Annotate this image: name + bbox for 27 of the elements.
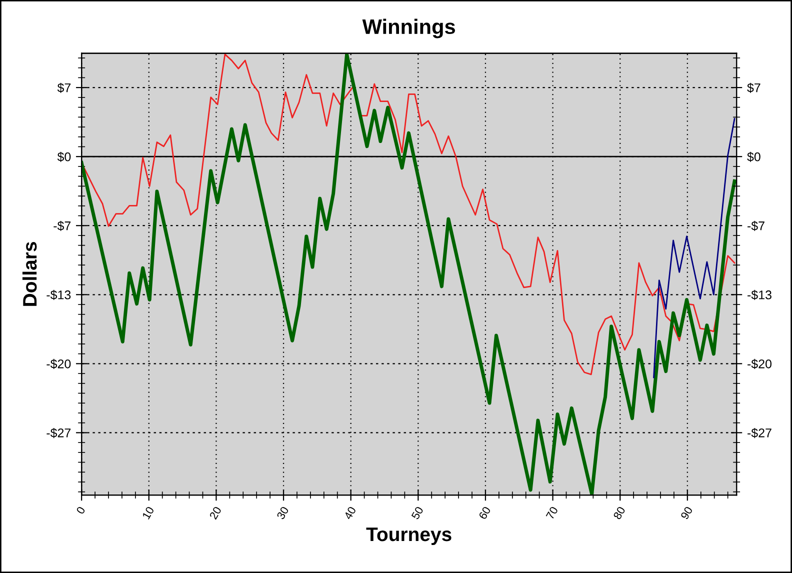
x-tick-label: 70	[546, 506, 558, 520]
y-axis-title: Dollars	[22, 242, 37, 306]
y2-tick-label: -$13	[748, 290, 772, 300]
y-tick-label: $7	[57, 82, 71, 93]
x-tick-label: 10	[142, 506, 154, 520]
y2-tick-label: -$7	[748, 220, 764, 231]
y-tick-label: -$20	[46, 358, 71, 370]
x-tick-label: 90	[680, 506, 693, 520]
y2-tick-label: $0	[747, 152, 760, 162]
y-tick-label: -$27	[46, 428, 71, 438]
x-tick-label: 40	[344, 506, 356, 520]
y-tick-label: -$7	[54, 220, 71, 231]
y-tick-label: $0	[57, 152, 71, 162]
chart-title: Winnings	[362, 18, 455, 38]
y2-tick-label: -$20	[748, 358, 772, 370]
x-tick-label: 50	[411, 506, 424, 520]
x-tick-label: 0	[76, 506, 86, 515]
line-series	[653, 118, 736, 378]
x-axis-title: Tourneys	[366, 528, 452, 546]
x-tick-label: 30	[276, 506, 289, 520]
x-tick-label: 20	[209, 506, 222, 520]
y-tick-label: -$13	[46, 290, 71, 300]
x-tick-label: 80	[613, 506, 626, 520]
y2-tick-label: $7	[747, 82, 760, 93]
line-series	[82, 53, 736, 496]
x-tick-label: 60	[478, 506, 491, 520]
y2-tick-label: -$27	[748, 428, 772, 438]
